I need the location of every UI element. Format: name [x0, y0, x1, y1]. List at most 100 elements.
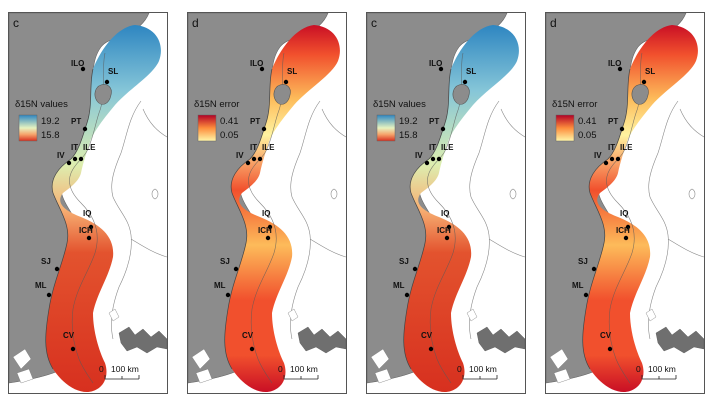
site-label-ml: ML [35, 281, 47, 290]
legend-max-value: 0.41 [220, 116, 239, 127]
site-marker-cv [249, 346, 255, 352]
isoscape-band [45, 25, 161, 393]
coastline [45, 68, 94, 370]
legend-max-value: 19.2 [399, 116, 418, 127]
legend-max-value: 0.41 [578, 116, 597, 127]
site-marker-ilo [617, 66, 623, 72]
map-panel-c-values-copy: ILO SL PT IT ILE IV IQ ICH SJ ML CV 0 100 km c δ15N va… [366, 12, 526, 394]
site-marker-sj [54, 266, 60, 272]
lake-outline [688, 188, 696, 200]
scale-bar-zero: 0 [457, 364, 462, 374]
site-label-ml: ML [393, 281, 405, 290]
site-marker-iq [625, 224, 631, 230]
legend-color-ramp [555, 114, 575, 142]
site-label-iq: IQ [441, 209, 450, 218]
map-panel-d-error-copy: ILO SL PT IT ILE IV IQ ICH SJ ML CV 0 100 km d δ15N er… [545, 12, 705, 394]
scale-bar [462, 375, 498, 380]
island [273, 84, 291, 105]
site-label-sl: SL [287, 67, 298, 76]
inland-coastline [648, 100, 704, 340]
shelf-contour [606, 52, 643, 384]
legend-color-ramp [18, 114, 38, 142]
site-marker-ml [404, 292, 410, 298]
site-label-ich: ICH [616, 226, 630, 235]
site-marker-ml [225, 292, 231, 298]
legend-min-value: 0.05 [220, 130, 239, 141]
site-marker-iv [245, 160, 251, 166]
site-marker-sj [591, 266, 597, 272]
legend-color-ramp [197, 114, 217, 142]
legend-title: δ15N values [373, 99, 426, 110]
site-label-ile: ILE [262, 143, 275, 152]
map-panel-d-error: ILO SL PT IT ILE IV IQ ICH SJ ML CV 0 100 km d δ15N er… [187, 12, 347, 394]
site-label-sl: SL [466, 67, 477, 76]
site-marker-cv [70, 346, 76, 352]
map-canvas [546, 13, 704, 393]
scale-bar-label: 100 km [111, 364, 139, 374]
panel-label: c [13, 16, 19, 30]
legend-max-value: 19.2 [41, 116, 60, 127]
panel-label: c [371, 16, 377, 30]
site-label-sl: SL [645, 67, 656, 76]
shelf-contour [248, 52, 285, 384]
scale-bar [283, 375, 319, 380]
site-label-ilo: ILO [608, 59, 622, 68]
site-label-ilo: ILO [250, 59, 264, 68]
shelf-contour [427, 52, 464, 384]
site-label-pt: PT [608, 117, 619, 126]
site-marker-sj [233, 266, 239, 272]
site-label-iq: IQ [620, 209, 629, 218]
site-label-ile: ILE [83, 143, 96, 152]
panel-label: d [192, 16, 199, 30]
site-marker-cv [607, 346, 613, 352]
scale-bar-label: 100 km [469, 364, 497, 374]
site-marker-ile [257, 156, 263, 162]
site-label-it: IT [250, 143, 258, 152]
site-marker-ilo [259, 66, 265, 72]
map-canvas [367, 13, 525, 393]
islands-southeast [118, 326, 167, 354]
site-label-ich: ICH [437, 226, 451, 235]
site-label-ile: ILE [620, 143, 633, 152]
site-marker-sl [641, 79, 647, 85]
site-marker-cv [428, 346, 434, 352]
site-marker-iv [424, 160, 430, 166]
site-marker-sl [104, 79, 110, 85]
scale-bar-label: 100 km [648, 364, 676, 374]
isoscape-band [224, 25, 340, 393]
site-label-sj: SJ [399, 257, 409, 266]
small-islands [370, 308, 478, 384]
islands-southeast [297, 326, 346, 354]
legend-min-value: 15.8 [41, 130, 60, 141]
small-islands [12, 308, 120, 384]
lake-outline [330, 188, 338, 200]
isoscape-band [403, 25, 519, 393]
site-label-iv: IV [236, 151, 244, 160]
site-label-sl: SL [108, 67, 119, 76]
coastline [403, 68, 452, 370]
site-label-it: IT [429, 143, 437, 152]
site-marker-pt [261, 126, 267, 132]
site-label-cv: CV [242, 331, 254, 340]
site-marker-ich [265, 235, 271, 241]
site-marker-sj [412, 266, 418, 272]
site-marker-ile [615, 156, 621, 162]
islands-southeast [476, 326, 525, 354]
site-marker-ich [444, 235, 450, 241]
scale-bar-zero: 0 [636, 364, 641, 374]
site-marker-iv [66, 160, 72, 166]
inland-coastline [111, 100, 167, 340]
site-label-ich: ICH [258, 226, 272, 235]
site-label-cv: CV [63, 331, 75, 340]
site-marker-it [72, 156, 78, 162]
site-label-sj: SJ [220, 257, 230, 266]
small-islands [549, 308, 657, 384]
legend-color-ramp [376, 114, 396, 142]
legend-title: δ15N error [552, 99, 598, 110]
site-label-ilo: ILO [429, 59, 443, 68]
site-marker-ml [583, 292, 589, 298]
site-marker-ml [46, 292, 52, 298]
site-marker-pt [619, 126, 625, 132]
site-label-sj: SJ [41, 257, 51, 266]
site-marker-ilo [438, 66, 444, 72]
